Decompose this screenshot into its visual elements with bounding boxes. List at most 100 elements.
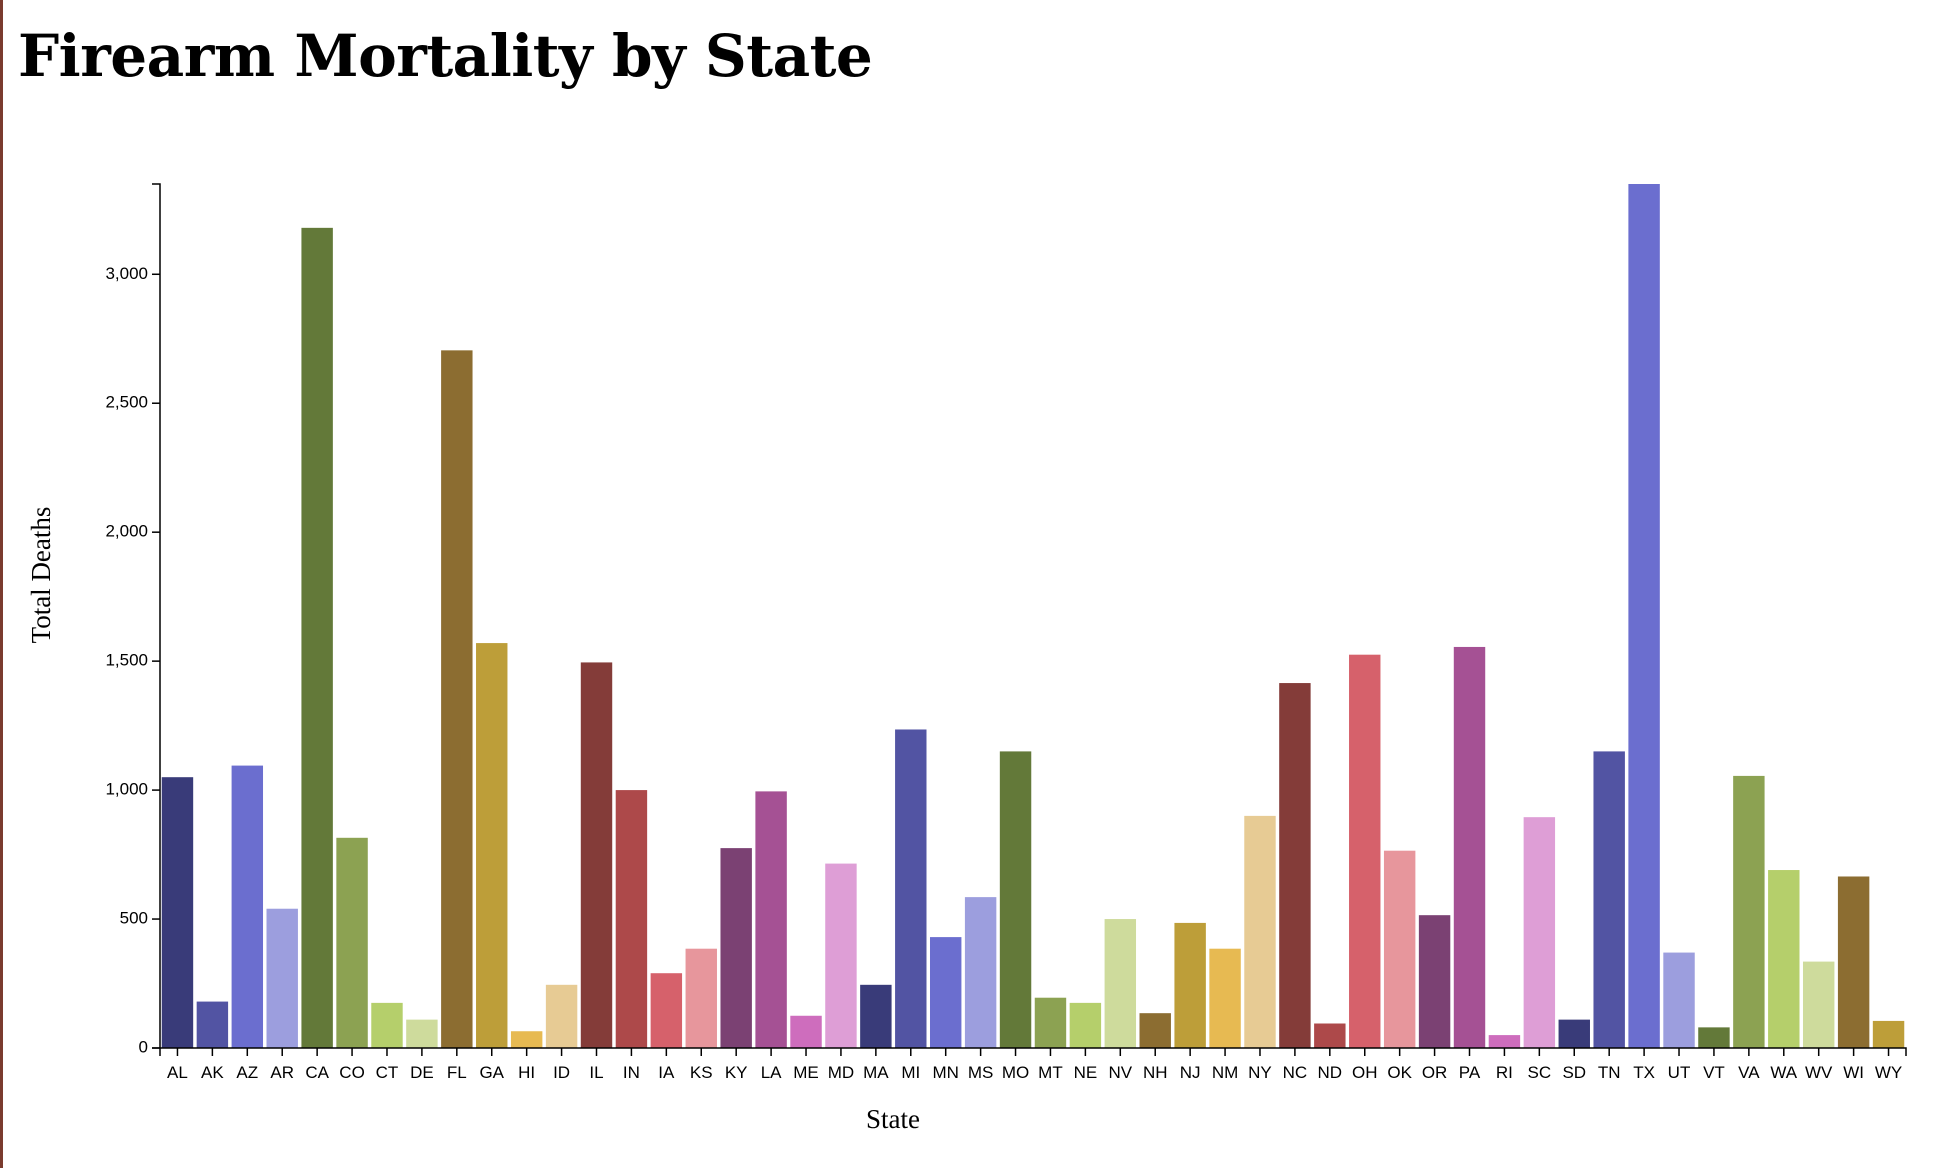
bars-group <box>161 184 1905 1049</box>
y-tick-label: 500 <box>120 909 148 928</box>
bar-ky <box>720 848 752 1048</box>
x-tick-label: UT <box>1668 1063 1691 1082</box>
bar-nm <box>1209 948 1241 1048</box>
x-tick-label: OK <box>1387 1063 1412 1082</box>
bar-co <box>336 837 368 1048</box>
x-tick-label: MD <box>828 1063 854 1082</box>
bar-nc <box>1279 683 1311 1048</box>
bar-mi <box>895 729 927 1048</box>
x-tick-label: AL <box>167 1063 188 1082</box>
y-tick-label: 1,000 <box>105 780 148 799</box>
bar-wy <box>1872 1020 1905 1048</box>
x-tick-label: WA <box>1770 1063 1797 1082</box>
bar-ms <box>964 897 997 1048</box>
bar-me <box>790 1015 822 1048</box>
bar-ar <box>266 908 298 1048</box>
bar-ks <box>685 948 717 1048</box>
x-tick-label: TN <box>1598 1063 1621 1082</box>
bar-ma <box>860 984 892 1048</box>
x-axis-line <box>159 1047 1907 1056</box>
x-tick-label: CA <box>305 1063 329 1082</box>
x-tick-label: CT <box>376 1063 399 1082</box>
bar-va <box>1733 775 1765 1048</box>
x-tick-label: MT <box>1038 1063 1063 1082</box>
x-tick-label: ID <box>553 1063 570 1082</box>
x-tick-label: OR <box>1422 1063 1448 1082</box>
x-tick-label: NJ <box>1180 1063 1201 1082</box>
x-tick-label: TX <box>1633 1063 1655 1082</box>
bar-az <box>231 765 264 1048</box>
y-tick-label: 2,000 <box>105 522 148 541</box>
x-tick-label: AR <box>270 1063 294 1082</box>
x-tick-label: RI <box>1496 1063 1513 1082</box>
bar-or <box>1418 915 1451 1048</box>
x-tick-label: NH <box>1143 1063 1168 1082</box>
x-tick-label: FL <box>447 1063 467 1082</box>
y-axis-title: Total Deaths <box>26 507 56 644</box>
x-tick-label: DE <box>410 1063 434 1082</box>
x-tick-label: MS <box>968 1063 994 1082</box>
bar-ne <box>1069 1002 1102 1048</box>
x-tick-label: ME <box>793 1063 819 1082</box>
bar-ct <box>371 1002 403 1048</box>
bar-vt <box>1698 1027 1730 1048</box>
x-tick-label: WI <box>1843 1063 1864 1082</box>
bar-sc <box>1523 817 1556 1048</box>
bar-la <box>755 791 787 1048</box>
bar-oh <box>1349 654 1381 1048</box>
x-tick-label: WY <box>1875 1063 1902 1082</box>
y-tick-label: 2,500 <box>105 393 148 412</box>
bar-sd <box>1558 1019 1590 1048</box>
x-tick-label: OH <box>1352 1063 1378 1082</box>
bar-ca <box>301 227 333 1049</box>
x-tick-label: MA <box>863 1063 889 1082</box>
bar-wa <box>1768 870 1800 1048</box>
x-tick-label: NM <box>1212 1063 1238 1082</box>
x-tick-label: KS <box>690 1063 713 1082</box>
x-tick-label: AK <box>201 1063 224 1082</box>
x-tick-label: AZ <box>236 1063 258 1082</box>
bar-ga <box>476 643 508 1048</box>
page-title: Firearm Mortality by State <box>18 22 873 90</box>
bar-nv <box>1104 919 1137 1048</box>
x-tick-label: SD <box>1562 1063 1586 1082</box>
bar-mt <box>1034 997 1067 1048</box>
x-tick-label: PA <box>1459 1063 1481 1082</box>
bar-pa <box>1453 646 1486 1048</box>
x-tick-label: MI <box>901 1063 920 1082</box>
x-tick-label: CO <box>339 1063 365 1082</box>
x-tick-label: KY <box>725 1063 748 1082</box>
bar-ri <box>1488 1035 1521 1048</box>
bar-ok <box>1383 850 1416 1048</box>
y-tick-label: 1,500 <box>105 651 148 670</box>
x-tick-label: LA <box>761 1063 782 1082</box>
bar-fl <box>441 350 473 1049</box>
x-tick-label: VA <box>1738 1063 1760 1082</box>
x-tick-label: VT <box>1703 1063 1725 1082</box>
bar-ny <box>1244 815 1276 1048</box>
bar-al <box>161 777 194 1048</box>
bar-in <box>615 790 648 1048</box>
bar-tx <box>1628 184 1660 1048</box>
y-tick-label: 0 <box>139 1037 148 1056</box>
bar-mo <box>999 751 1032 1048</box>
bar-tn <box>1593 751 1625 1048</box>
bar-mn <box>929 937 962 1048</box>
x-tick-label: WV <box>1805 1063 1833 1082</box>
x-tick-label: NC <box>1283 1063 1308 1082</box>
bar-ia <box>650 973 683 1048</box>
x-tick-label: NE <box>1074 1063 1098 1082</box>
y-axis: 0 500 1,000 1,500 2,000 2,500 3,000 <box>105 183 161 1056</box>
bar-wv <box>1802 961 1835 1048</box>
x-tick-label: ND <box>1318 1063 1343 1082</box>
bar-il <box>580 662 613 1048</box>
x-tick-label: IA <box>658 1063 675 1082</box>
x-tick-label: NV <box>1108 1063 1132 1082</box>
bar-wi <box>1837 876 1870 1048</box>
x-axis: AL AK AZ AR CA CO CT DE FL GA HI ID IL IN IA KS KY LA ME MD… <box>159 1047 1907 1082</box>
x-tick-label: IL <box>589 1063 603 1082</box>
x-tick-label: SC <box>1528 1063 1552 1082</box>
x-tick-label: GA <box>479 1063 504 1082</box>
bar-nh <box>1139 1013 1171 1048</box>
